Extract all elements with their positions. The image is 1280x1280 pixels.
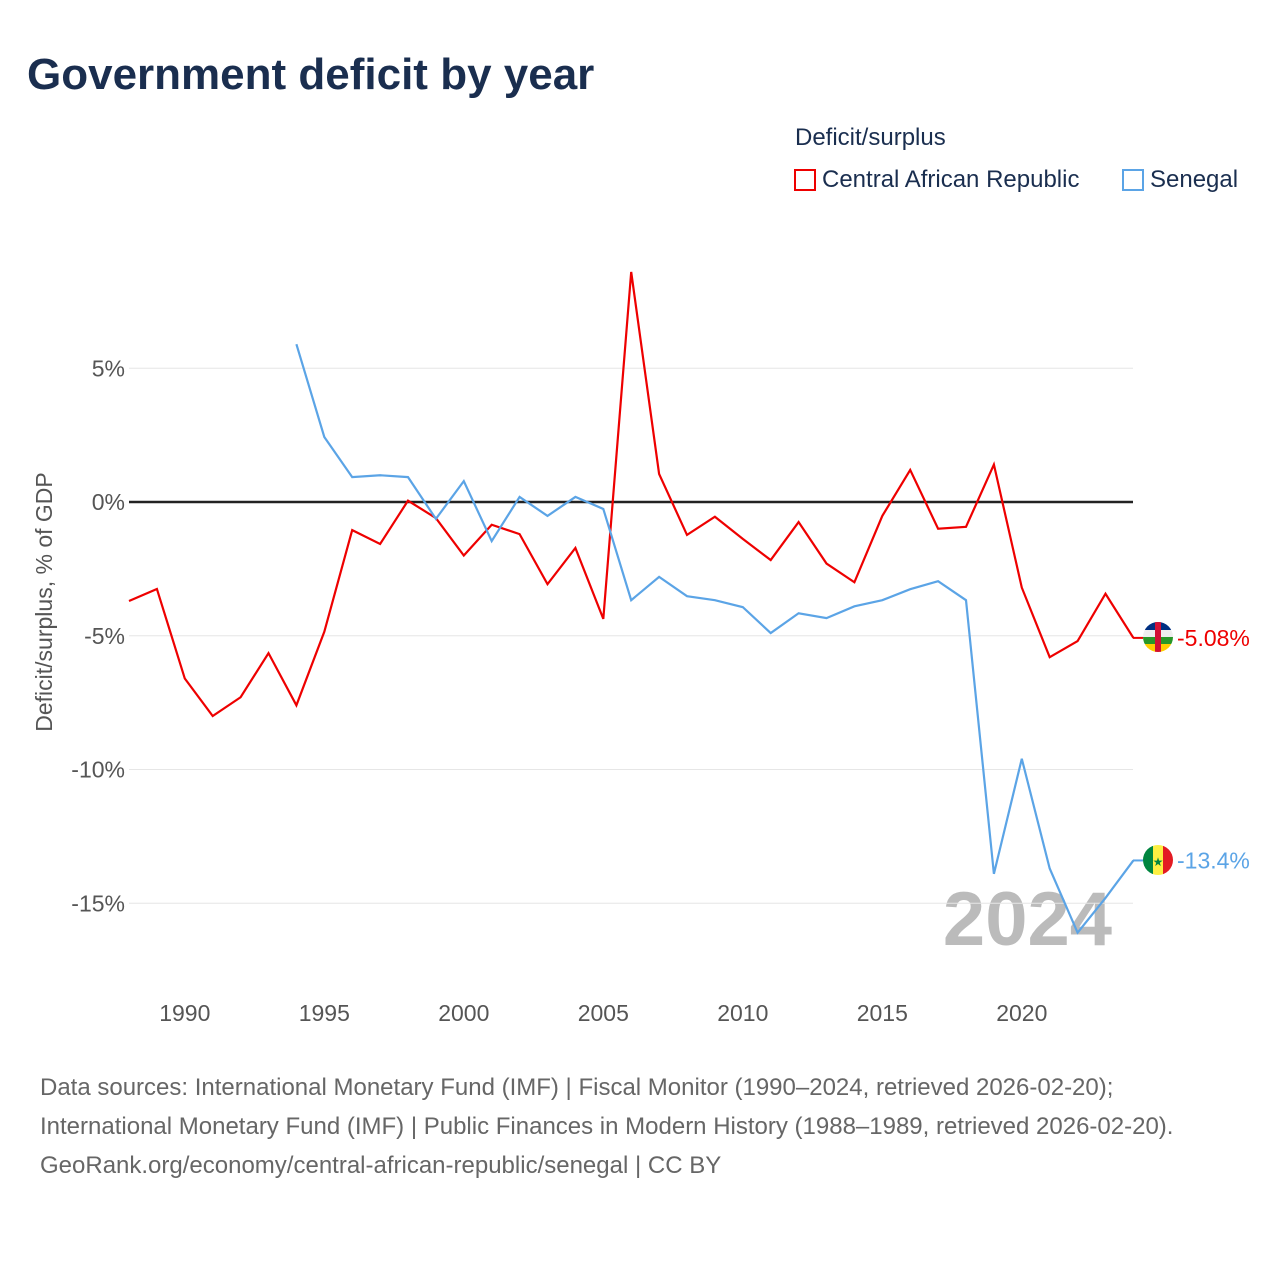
y-tick-label: 0%	[92, 489, 125, 515]
legend-title: Deficit/surplus	[795, 124, 946, 151]
chart: 2024 5% 0% -5% -10% -15% 1990 1995 2000 2005 2010…	[31, 271, 1250, 1026]
x-tick-label: 1995	[299, 1000, 350, 1026]
legend-item-car[interactable]: Central African Republic	[794, 166, 1079, 194]
x-tick-label: 2010	[717, 1000, 768, 1026]
y-tick-label: 5%	[92, 355, 125, 381]
y-axis-label: Deficit/surplus, % of GDP	[31, 472, 57, 731]
year-watermark: 2024	[943, 877, 1112, 962]
x-tick-label: 2015	[857, 1000, 908, 1026]
flag-car-icon	[1143, 622, 1173, 652]
source-link[interactable]: GeoRank.org/economy/central-african-repu…	[40, 1152, 722, 1179]
y-tick-label: -10%	[71, 757, 125, 783]
legend-item-senegal[interactable]: Senegal	[1122, 166, 1238, 194]
legend-swatch	[1122, 169, 1144, 191]
x-tick-label: 2005	[578, 1000, 629, 1026]
legend-label: Central African Republic	[822, 166, 1080, 193]
end-value-label: -5.08%	[1177, 625, 1250, 651]
chart-title: Government deficit by year	[27, 50, 595, 99]
x-tick-label: 1990	[159, 1000, 210, 1026]
y-tick-label: -5%	[84, 623, 125, 649]
series-line-senegal	[295, 343, 1135, 935]
end-value-label: -13.4%	[1177, 847, 1250, 873]
svg-text:★: ★	[1153, 855, 1164, 869]
legend-swatch	[794, 169, 816, 191]
series-line-car	[128, 271, 1135, 718]
source-text: Data sources: International Monetary Fun…	[40, 1074, 1174, 1140]
sources: Data sources: International Monetary Fun…	[40, 1068, 1240, 1185]
legend-label: Senegal	[1150, 166, 1239, 193]
x-tick-label: 2020	[996, 1000, 1047, 1026]
flag-senegal-icon: ★	[1143, 845, 1173, 875]
x-tick-label: 2000	[438, 1000, 489, 1026]
y-tick-label: -15%	[71, 890, 125, 916]
